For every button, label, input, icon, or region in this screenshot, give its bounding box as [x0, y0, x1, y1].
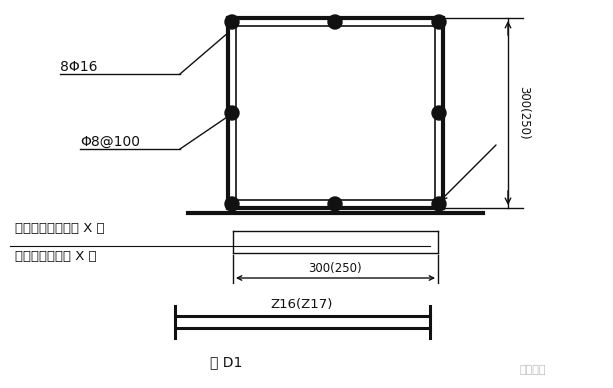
Text: 或工程洽商记录 X 号: 或工程洽商记录 X 号: [15, 250, 97, 263]
Circle shape: [225, 197, 239, 211]
Text: 300(250): 300(250): [517, 86, 530, 140]
Text: 图 D1: 图 D1: [210, 355, 242, 369]
Text: 豆丁施工: 豆丁施工: [520, 365, 547, 375]
Text: 见设计变更通知单 X 号: 见设计变更通知单 X 号: [15, 222, 105, 235]
Text: Z16(Z17): Z16(Z17): [271, 298, 333, 311]
Circle shape: [225, 15, 239, 29]
Text: Φ8@100: Φ8@100: [80, 135, 140, 149]
Bar: [236, 26, 435, 200]
Circle shape: [328, 15, 342, 29]
Circle shape: [328, 197, 342, 211]
Bar: [228, 18, 443, 208]
Text: 300(250): 300(250): [308, 262, 362, 275]
Circle shape: [432, 197, 446, 211]
Circle shape: [432, 106, 446, 120]
Circle shape: [225, 106, 239, 120]
Circle shape: [432, 15, 446, 29]
Text: 8Φ16: 8Φ16: [60, 60, 97, 74]
